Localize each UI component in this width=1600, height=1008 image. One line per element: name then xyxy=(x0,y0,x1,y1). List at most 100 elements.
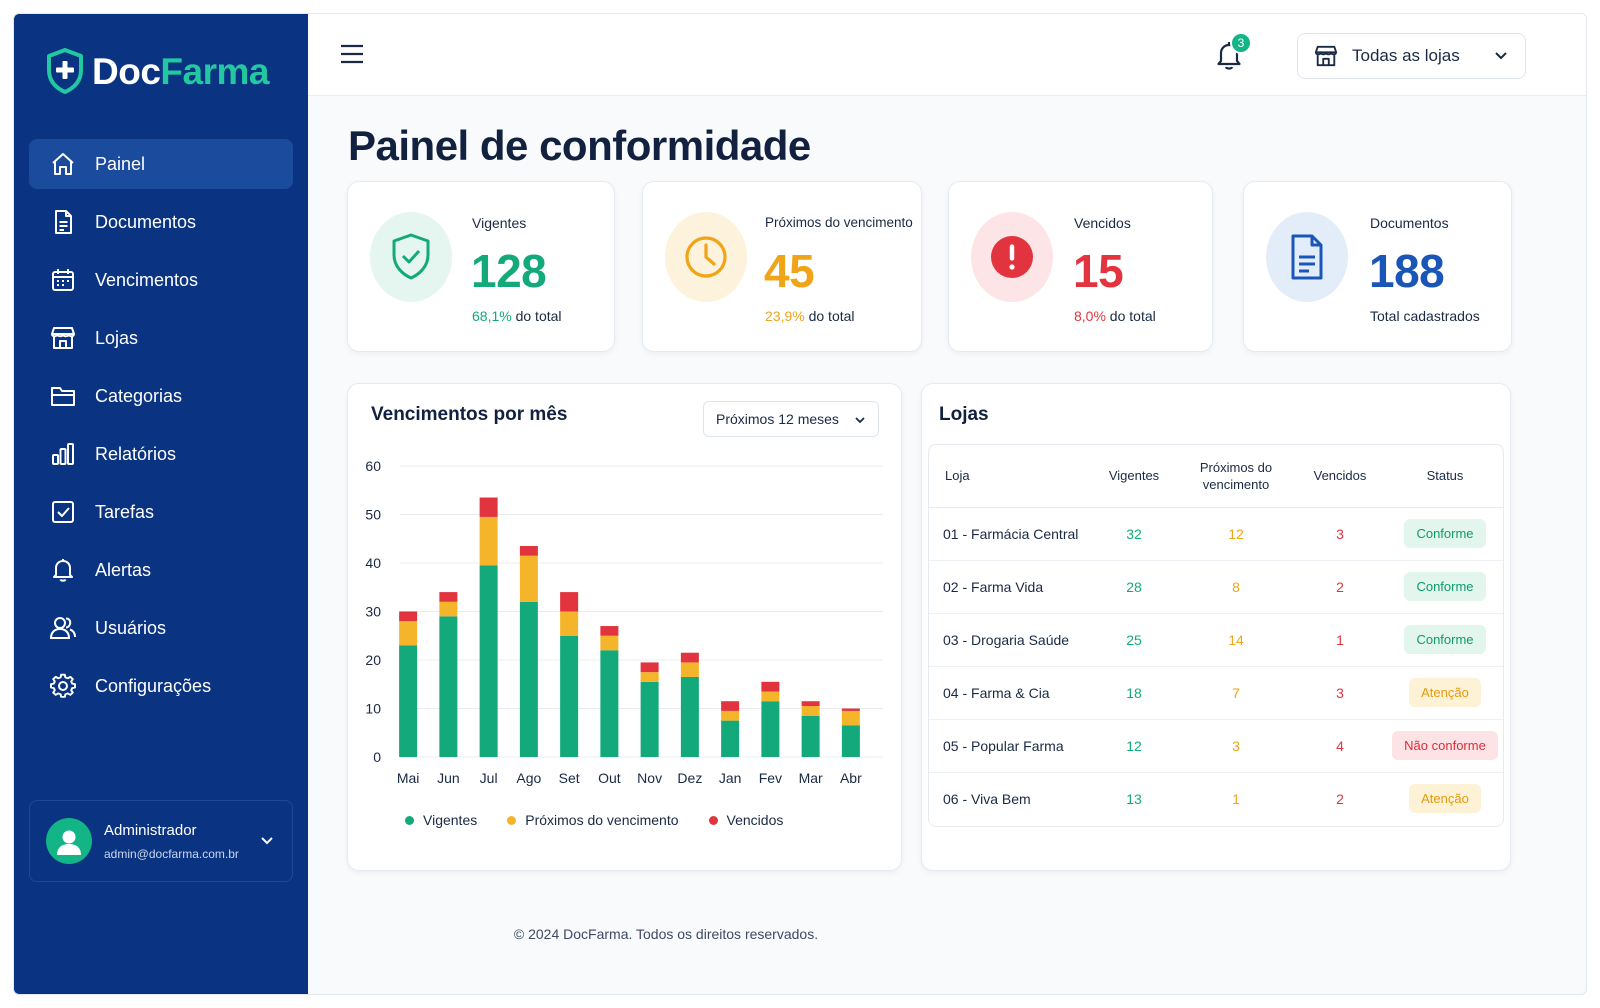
store-name: 04 - Farma & Cia xyxy=(943,684,1050,701)
kpi-subtext: 8,0% do total xyxy=(1074,308,1156,324)
y-tick-label: 0 xyxy=(373,749,381,765)
y-tick-label: 40 xyxy=(365,555,381,571)
bar-vigentes xyxy=(841,725,860,757)
document-icon xyxy=(1266,212,1348,302)
legend-item-vigentes: Vigentes xyxy=(405,812,477,828)
vencidos-count: 4 xyxy=(1336,737,1344,754)
sidebar-item-relatorios[interactable]: Relatórios xyxy=(29,429,293,479)
app-window: DocFarma Painel Documentos Vencimentos L… xyxy=(13,13,1587,995)
chart-legend: Vigentes Próximos do vencimento Vencidos xyxy=(405,812,813,828)
vencidos-count: 3 xyxy=(1336,684,1344,701)
proximos-count: 14 xyxy=(1228,631,1244,648)
legend-item-vencidos: Vencidos xyxy=(708,812,783,828)
sidebar-item-usuarios[interactable]: Usuários xyxy=(29,603,293,653)
status-cell: Conforme xyxy=(1387,507,1503,560)
bar-vigentes xyxy=(439,616,458,757)
brand-logo[interactable]: DocFarma xyxy=(46,48,269,94)
bar-vencidos xyxy=(841,708,860,711)
vigentes-count: 32 xyxy=(1126,525,1142,542)
column-header-proximos: Próximos do vencimento xyxy=(1179,445,1293,508)
chevron-down-icon xyxy=(1493,48,1509,69)
column-header-vigentes: Vigentes xyxy=(1089,445,1179,508)
bar-vigentes xyxy=(680,676,699,757)
sidebar-item-tarefas[interactable]: Tarefas xyxy=(29,487,293,537)
bar-vigentes xyxy=(600,650,619,757)
store-filter-select[interactable]: Todas as lojas xyxy=(1297,33,1526,79)
status-badge: Atenção xyxy=(1409,784,1481,814)
sidebar-item-documentos[interactable]: Documentos xyxy=(29,197,293,247)
kpi-value: 188 xyxy=(1369,245,1445,297)
kpi-value: 128 xyxy=(471,245,547,297)
user-email: admin@docfarma.com.br xyxy=(104,846,239,861)
sidebar-item-label: Categorias xyxy=(95,385,183,406)
x-tick-label: Jan xyxy=(719,770,742,786)
vigentes-count: 12 xyxy=(1126,737,1142,754)
sidebar-item-label: Documentos xyxy=(95,211,197,232)
bar-proximos xyxy=(680,662,699,677)
x-tick-label: Fev xyxy=(759,770,782,786)
bar-proximos xyxy=(841,710,860,726)
bar-vigentes xyxy=(399,645,418,757)
top-bar: 3 Todas as lojas xyxy=(308,14,1586,96)
bar-vigentes xyxy=(721,720,740,757)
status-cell: Não conforme xyxy=(1387,719,1503,772)
table-row[interactable]: 02 - Farma Vida 28 8 2 Conforme xyxy=(929,560,1503,613)
status-badge: Não conforme xyxy=(1392,731,1498,760)
shield-plus-icon xyxy=(46,48,84,94)
footer: © 2024 DocFarma. Todos os direitos reser… xyxy=(308,926,1024,942)
sidebar-item-label: Painel xyxy=(95,153,146,174)
kpi-subtext: 23,9% do total xyxy=(765,308,855,324)
bar-proximos xyxy=(439,601,458,617)
bar-vencidos xyxy=(439,592,458,602)
footer-text: © 2024 DocFarma. Todos os direitos reser… xyxy=(513,926,819,942)
status-cell: Conforme xyxy=(1387,613,1503,666)
sidebar-item-categorias[interactable]: Categorias xyxy=(29,371,293,421)
bar-vencidos xyxy=(761,681,780,692)
table-row[interactable]: 03 - Drogaria Saúde 25 14 1 Conforme xyxy=(929,613,1503,666)
vigentes-count: 28 xyxy=(1126,578,1142,595)
legend-item-proximos: Próximos do vencimento xyxy=(507,812,679,828)
sidebar-item-lojas[interactable]: Lojas xyxy=(29,313,293,363)
proximos-count: 12 xyxy=(1228,525,1244,542)
bar-chart-icon xyxy=(49,440,77,468)
kpi-label: Documentos xyxy=(1370,215,1449,231)
vencidos-count: 1 xyxy=(1336,631,1344,648)
table-row[interactable]: 04 - Farma & Cia 18 7 3 Atenção xyxy=(929,666,1503,719)
status-badge: Conforme xyxy=(1404,625,1486,654)
stacked-bar-chart: 0 10 20 30 40 50 60 Mai Jun Jul Ago Set Out Nov Dez Jan… xyxy=(365,458,883,786)
bar-vigentes xyxy=(801,715,820,757)
chevron-down-icon xyxy=(854,413,866,429)
x-tick-label: Set xyxy=(559,770,580,786)
kpi-subtext: 68,1% do total xyxy=(472,308,562,324)
store-name: 06 - Viva Bem xyxy=(943,790,1031,807)
kpi-card-vencidos: Vencidos 15 8,0% do total xyxy=(948,181,1213,352)
period-select[interactable]: Próximos 12 meses xyxy=(703,401,879,437)
vencidos-count: 2 xyxy=(1336,790,1344,807)
user-menu[interactable]: Administrador admin@docfarma.com.br xyxy=(29,800,293,882)
table-header-row: Loja Vigentes Próximos do vencimento Ven… xyxy=(929,445,1503,508)
bar-proximos xyxy=(801,706,820,716)
y-tick-label: 10 xyxy=(365,701,381,717)
hamburger-menu-icon[interactable] xyxy=(338,40,368,70)
chevron-down-icon[interactable] xyxy=(260,833,274,851)
table-row[interactable]: 01 - Farmácia Central 32 12 3 Conforme xyxy=(929,507,1503,560)
store-icon xyxy=(1314,44,1338,68)
sidebar: DocFarma Painel Documentos Vencimentos L… xyxy=(14,14,308,994)
store-filter-value: Todas as lojas xyxy=(1352,46,1460,65)
table-row[interactable]: 05 - Popular Farma 12 3 4 Não conforme xyxy=(929,719,1503,772)
chart-title: Vencimentos por mês xyxy=(371,404,568,425)
table-row[interactable]: 06 - Viva Bem 13 1 2 Atenção xyxy=(929,772,1503,825)
proximos-count: 7 xyxy=(1232,684,1240,701)
users-icon xyxy=(49,614,77,642)
y-tick-label: 60 xyxy=(365,458,381,474)
vigentes-count: 13 xyxy=(1126,790,1142,807)
sidebar-item-painel[interactable]: Painel xyxy=(29,139,293,189)
sidebar-item-vencimentos[interactable]: Vencimentos xyxy=(29,255,293,305)
sidebar-nav: Painel Documentos Vencimentos Lojas Cate… xyxy=(29,139,293,719)
x-tick-label: Jun xyxy=(437,770,460,786)
bar-proximos xyxy=(600,635,619,651)
bar-vigentes xyxy=(560,635,579,757)
kpi-card-vigentes: Vigentes 128 68,1% do total xyxy=(347,181,615,352)
sidebar-item-alertas[interactable]: Alertas xyxy=(29,545,293,595)
sidebar-item-configuracoes[interactable]: Configurações xyxy=(29,661,293,711)
